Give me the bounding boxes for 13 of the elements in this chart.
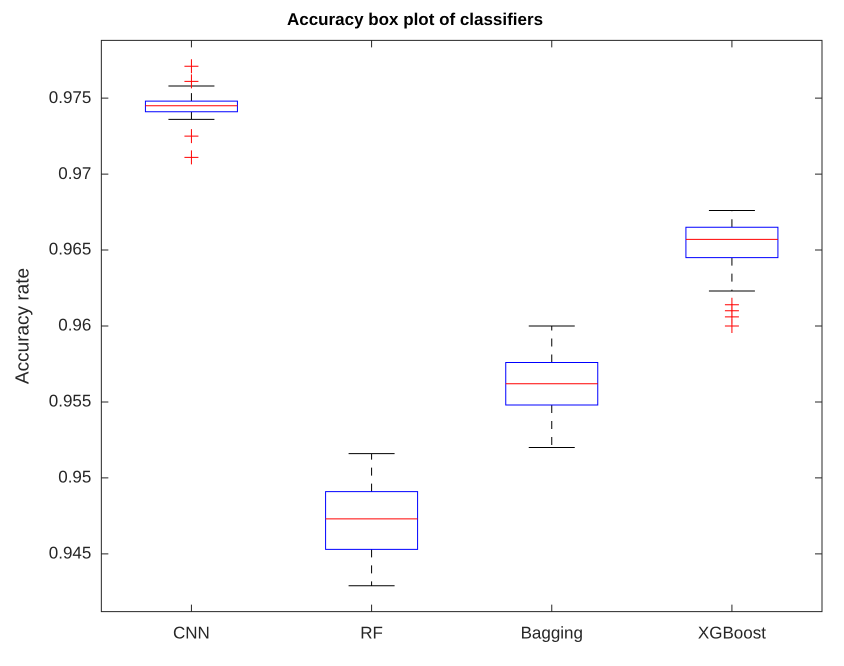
x-tick-label: CNN <box>173 623 210 642</box>
x-tick-label: XGBoost <box>698 623 766 642</box>
y-tick-label: 0.955 <box>48 392 92 411</box>
y-axis-title: Accuracy rate <box>12 268 34 384</box>
y-tick-label: 0.97 <box>58 164 92 183</box>
y-tick-label: 0.975 <box>48 88 92 107</box>
y-tick-label: 0.95 <box>58 468 92 487</box>
y-tick-label: 0.945 <box>48 544 92 563</box>
x-tick-label: RF <box>360 623 383 642</box>
chart-title: Accuracy box plot of classifiers <box>286 10 544 29</box>
y-tick-label: 0.96 <box>58 316 92 335</box>
y-tick-label: 0.965 <box>48 240 92 259</box>
x-tick-label: Bagging <box>520 623 583 642</box>
